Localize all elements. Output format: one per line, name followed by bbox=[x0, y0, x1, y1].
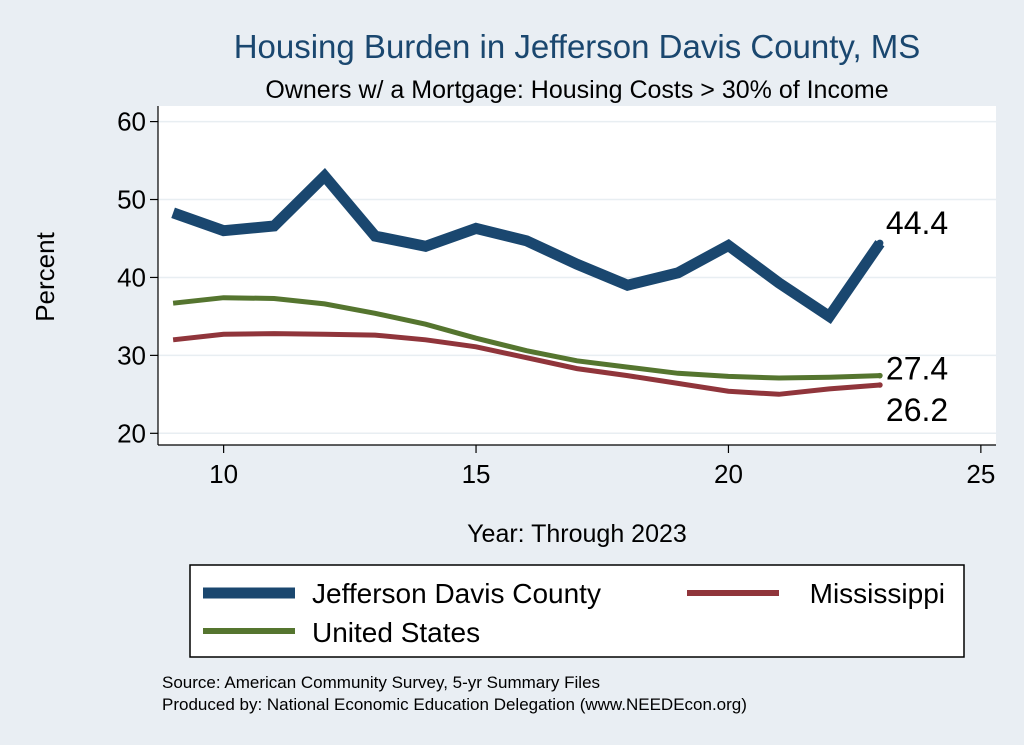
y-tick-label: 40 bbox=[117, 262, 146, 292]
series-end-point-mississippi bbox=[877, 382, 883, 388]
axes: 20 30 40 50 60 10 15 20 25 bbox=[117, 106, 996, 489]
x-axis-label: Year: Through 2023 bbox=[467, 520, 687, 548]
series-line-united-states bbox=[172, 295, 880, 381]
end-label-mississippi: 26.2 bbox=[886, 392, 948, 428]
series-end-point-united-states bbox=[877, 372, 883, 379]
x-tick-label: 20 bbox=[714, 459, 743, 489]
y-axis-label: Percent bbox=[30, 231, 60, 321]
end-label-jefferson-davis: 44.4 bbox=[886, 205, 948, 241]
series-end-point-jefferson-davis bbox=[876, 239, 884, 247]
series-layer bbox=[171, 168, 885, 397]
end-label-united-states: 27.4 bbox=[886, 351, 948, 387]
x-tick-label: 25 bbox=[966, 459, 995, 489]
legend: Jefferson Davis County Mississippi Unite… bbox=[189, 564, 965, 658]
chart-subtitle: Owners w/ a Mortgage: Housing Costs > 30… bbox=[265, 76, 888, 104]
series-line-mississippi bbox=[172, 331, 881, 397]
end-labels: 44.4 27.4 26.2 bbox=[886, 205, 948, 428]
series-line-jefferson-davis bbox=[171, 168, 885, 324]
produced-by-note: Produced by: National Economic Education… bbox=[162, 695, 747, 714]
legend-label-jefferson-davis: Jefferson Davis County bbox=[312, 578, 601, 609]
y-tick-label: 20 bbox=[117, 418, 146, 448]
y-tick-label: 60 bbox=[117, 107, 146, 137]
y-tick-label: 50 bbox=[117, 185, 146, 215]
legend-box bbox=[189, 564, 965, 658]
x-tick-label: 10 bbox=[209, 459, 238, 489]
x-tick-label: 15 bbox=[462, 459, 491, 489]
legend-label-united-states: United States bbox=[312, 617, 480, 648]
plot-area bbox=[158, 106, 996, 445]
source-note: Source: American Community Survey, 5-yr … bbox=[162, 673, 600, 692]
legend-label-mississippi: Mississippi bbox=[810, 578, 945, 609]
chart-title: Housing Burden in Jefferson Davis County… bbox=[234, 28, 921, 65]
y-tick-label: 30 bbox=[117, 340, 146, 370]
